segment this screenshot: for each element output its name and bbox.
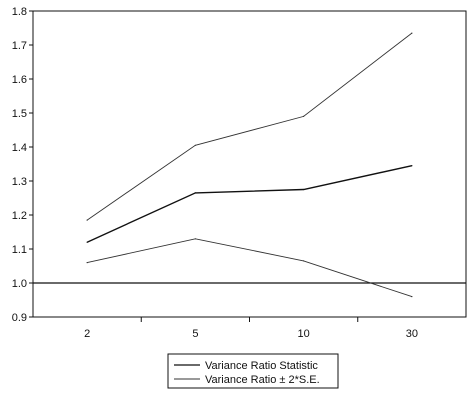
data-point bbox=[303, 188, 305, 191]
y-tick-label: 1.7 bbox=[12, 40, 27, 52]
legend-label-band: Variance Ratio ± 2*S.E. bbox=[205, 374, 320, 386]
data-point bbox=[411, 32, 413, 34]
series-line-lower-band bbox=[87, 238, 413, 298]
data-point bbox=[86, 241, 88, 243]
data-point bbox=[303, 260, 305, 262]
data-point bbox=[194, 144, 196, 146]
y-tick-label: 1.3 bbox=[12, 176, 27, 188]
y-tick-label: 1.0 bbox=[12, 278, 27, 290]
legend-label-statistic: Variance Ratio Statistic bbox=[205, 360, 318, 372]
data-point bbox=[411, 296, 413, 298]
y-tick-label: 1.6 bbox=[12, 74, 27, 86]
y-tick-label: 1.8 bbox=[12, 6, 27, 18]
data-point bbox=[86, 219, 88, 221]
data-point bbox=[411, 165, 413, 167]
x-tick-label: 10 bbox=[298, 328, 310, 340]
x-tick-label: 30 bbox=[406, 328, 418, 340]
y-tick-label: 1.2 bbox=[12, 210, 27, 222]
plot-area-border bbox=[32, 10, 467, 318]
legend: Variance Ratio Statistic Variance Ratio … bbox=[167, 353, 339, 389]
y-tick-label: 1.1 bbox=[12, 244, 27, 256]
series-line-variance-ratio bbox=[86, 165, 413, 243]
y-tick-label: 1.5 bbox=[12, 108, 27, 120]
y-tick-label: 0.9 bbox=[12, 312, 27, 324]
y-tick-label: 1.4 bbox=[12, 142, 27, 154]
data-point bbox=[194, 192, 196, 194]
plot-frame bbox=[32, 10, 467, 318]
data-point bbox=[86, 262, 88, 264]
legend-box bbox=[167, 353, 339, 389]
series-lines bbox=[86, 32, 413, 298]
x-tick-label: 2 bbox=[84, 328, 90, 340]
data-point bbox=[194, 238, 196, 240]
x-tick-label: 5 bbox=[192, 328, 198, 340]
data-point bbox=[303, 115, 305, 117]
y-axis: 0.9 1.0 1.1 1.2 1.3 1.4 1.5 1.6 1.7 1.8 bbox=[12, 6, 33, 324]
x-axis: 2 5 10 30 bbox=[84, 317, 418, 340]
series-line-upper-band bbox=[86, 32, 413, 221]
